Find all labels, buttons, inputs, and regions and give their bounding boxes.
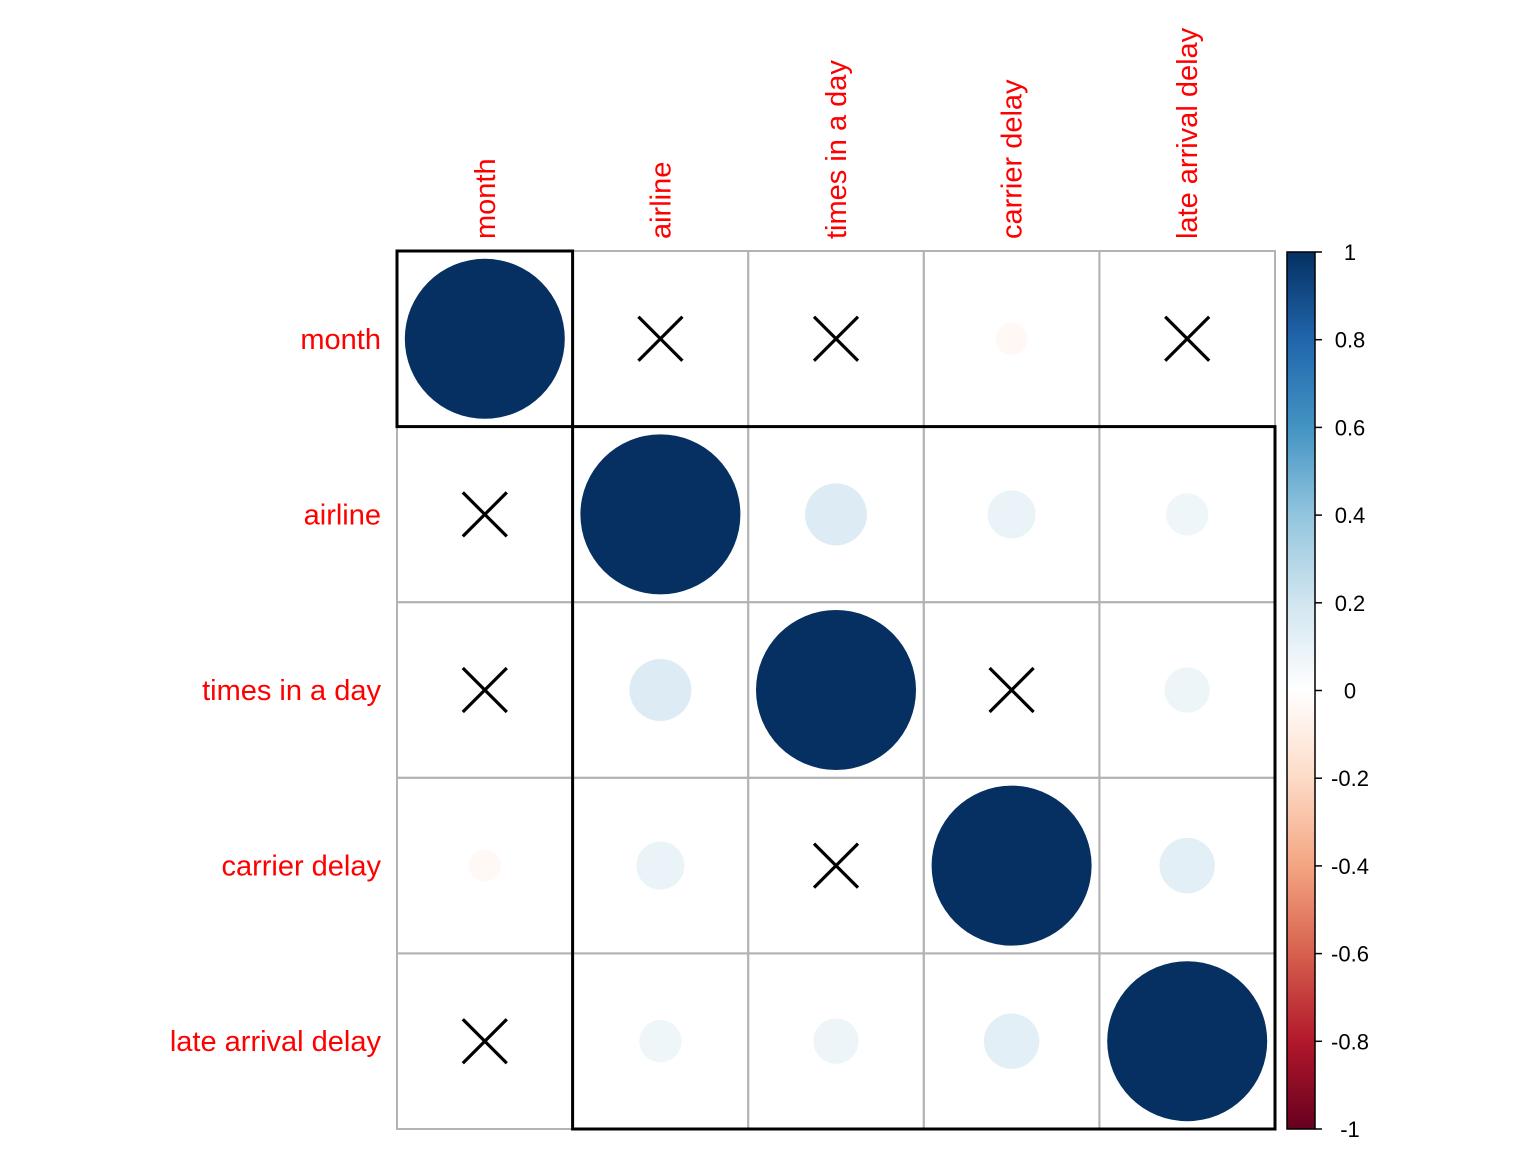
colorbar-tick-label: 0.8: [1335, 328, 1366, 353]
col-label-airline: airline: [645, 162, 677, 239]
corr-circle-month-month: [404, 258, 565, 419]
colorbar-tick-label: 0.6: [1335, 415, 1366, 440]
colorbar-tick-label: 0.4: [1335, 503, 1366, 528]
cluster-rect-2: [571, 425, 1277, 1131]
colorbar-tick-label: -0.8: [1331, 1029, 1369, 1054]
colorbar-tick-label: -0.2: [1331, 766, 1369, 791]
insignificant-cross-month-airline: [637, 315, 684, 362]
insignificant-cross-month-late-arrival-delay: [1164, 315, 1211, 362]
corr-circle-airline-late-arrival-delay: [1166, 493, 1209, 536]
corr-circle-carrier-delay-month: [468, 849, 501, 882]
insignificant-cross-airline-month: [461, 491, 508, 538]
row-label-times-in-a-day: times in a day: [202, 675, 381, 707]
row-label-month: month: [300, 324, 381, 356]
insignificant-cross-late-arrival-delay-month: [461, 1018, 508, 1065]
colorbar: 1 0.8 0.6 0.4 0.2 0 -0.2 -0.4 -0.6 -0.8 -1: [1286, 240, 1369, 1142]
axis-labels: month airline times in a day carrier delay l…: [170, 27, 1204, 1058]
colorbar-tick-label: 0.2: [1335, 591, 1366, 616]
colorbar-gradient: [1286, 251, 1316, 1130]
col-label-month: month: [470, 158, 502, 239]
corr-circle-airline-times-in-a-day: [805, 483, 867, 546]
insignificant-cross-times-in-a-day-month: [461, 666, 508, 714]
corr-circle-times-in-a-day-airline: [629, 659, 692, 721]
cluster-rectangles: [395, 249, 1277, 1131]
insignificant-cross-times-in-a-day-carrier-delay: [988, 666, 1035, 714]
col-label-late-arrival-delay: late arrival delay: [1172, 27, 1204, 239]
corr-circle-month-carrier-delay: [995, 322, 1028, 355]
insignificant-cross-month-times-in-a-day: [812, 315, 860, 362]
insignificant-cross-carrier-delay-times-in-a-day: [812, 842, 860, 889]
corr-circle-late-arrival-delay-times-in-a-day: [813, 1018, 859, 1064]
cluster-rect-1: [395, 249, 575, 429]
row-label-late-arrival-delay: late arrival delay: [170, 1026, 382, 1058]
corr-circle-airline-carrier-delay: [987, 490, 1036, 539]
col-label-times-in-a-day: times in a day: [821, 60, 853, 239]
corr-circle-times-in-a-day-times-in-a-day: [756, 610, 916, 770]
colorbar-tick-label: 0: [1344, 679, 1356, 704]
row-label-carrier-delay: carrier delay: [221, 851, 381, 883]
corr-circle-times-in-a-day-late-arrival-delay: [1164, 667, 1210, 713]
col-label-carrier-delay: carrier delay: [997, 79, 1029, 239]
corr-circle-late-arrival-delay-carrier-delay: [983, 1013, 1040, 1069]
colorbar-tick-label: -0.6: [1331, 942, 1369, 967]
colorbar-tick-label: -0.4: [1331, 854, 1369, 879]
correlation-marks: [404, 258, 1268, 1122]
colorbar-tick-label: 1: [1344, 240, 1356, 265]
colorbar-tick-label: -1: [1340, 1117, 1360, 1142]
corr-circle-carrier-delay-late-arrival-delay: [1159, 837, 1215, 894]
corr-circle-airline-airline: [580, 434, 741, 595]
corr-circle-late-arrival-delay-late-arrival-delay: [1107, 961, 1268, 1122]
corr-circle-late-arrival-delay-airline: [639, 1020, 682, 1063]
row-label-airline: airline: [304, 499, 381, 531]
corr-circle-carrier-delay-carrier-delay: [931, 785, 1092, 946]
corr-circle-carrier-delay-airline: [636, 841, 685, 890]
